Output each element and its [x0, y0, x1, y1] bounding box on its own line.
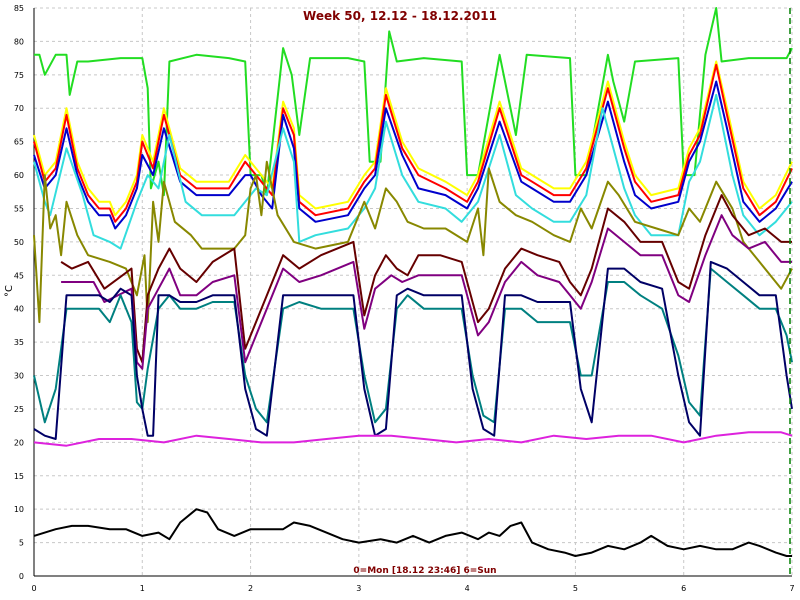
y-tick-label-13: 65	[14, 138, 24, 147]
x-tick-label-0: 0	[31, 584, 36, 593]
y-tick-label-12: 60	[14, 171, 24, 180]
y-tick-label-2: 10	[14, 505, 24, 514]
series-line-5	[33, 93, 793, 250]
series-line-1	[34, 7, 793, 197]
y-tick-label-11: 55	[14, 204, 24, 213]
y-tick-labels: 0 5 10 15 20 25 30 35 40 45 50 55 60 65 70 75 80 85	[14, 4, 24, 581]
y-tick-label-4: 20	[14, 438, 24, 447]
y-tick-label-8: 40	[14, 305, 24, 314]
x-tick-label-7: 7	[789, 584, 794, 593]
x-tick-label-3: 3	[356, 584, 361, 593]
y-tick-label-17: 85	[14, 4, 24, 13]
series-line-8	[61, 214, 792, 370]
y-tick-label-6: 30	[14, 372, 24, 381]
y-tick-label-10: 50	[14, 238, 24, 247]
series-line-11	[33, 431, 793, 447]
series-line-6	[33, 160, 793, 324]
y-tick-label-9: 45	[14, 271, 24, 280]
series-line-7	[60, 194, 792, 364]
series-line-3	[33, 63, 793, 223]
series-line-2	[33, 60, 793, 217]
chart-title: Week 50, 12.12 - 18.12.2011	[303, 9, 497, 23]
x-tick-label-6: 6	[681, 584, 686, 593]
series-line-10	[33, 260, 793, 440]
x-tick-label-4: 4	[465, 584, 470, 593]
x-tick-label-5: 5	[573, 584, 578, 593]
y-tick-label-0: 0	[19, 572, 24, 581]
chart-footer: 0=Mon [18.12 23:46] 6=Sun	[353, 566, 496, 576]
y-tick-label-14: 70	[14, 104, 24, 113]
y-tick-label-16: 80	[14, 37, 24, 46]
x-tick-label-2: 2	[248, 584, 253, 593]
y-tick-label-3: 15	[14, 472, 24, 481]
x-tick-labels: 0 1 2 3 4 5 6 7	[31, 584, 794, 593]
y-tick-label-15: 75	[14, 71, 24, 80]
y-tick-label-5: 25	[14, 405, 24, 414]
grid-lines	[33, 7, 793, 577]
x-tick-label-1: 1	[140, 584, 145, 593]
y-tick-label-1: 5	[19, 539, 24, 548]
y-axis-label: °C	[4, 285, 15, 297]
axes	[33, 8, 792, 577]
series-lines	[33, 7, 793, 557]
series-line-4	[33, 80, 793, 230]
y-tick-label-7: 35	[14, 338, 24, 347]
series-line-12	[33, 508, 792, 557]
